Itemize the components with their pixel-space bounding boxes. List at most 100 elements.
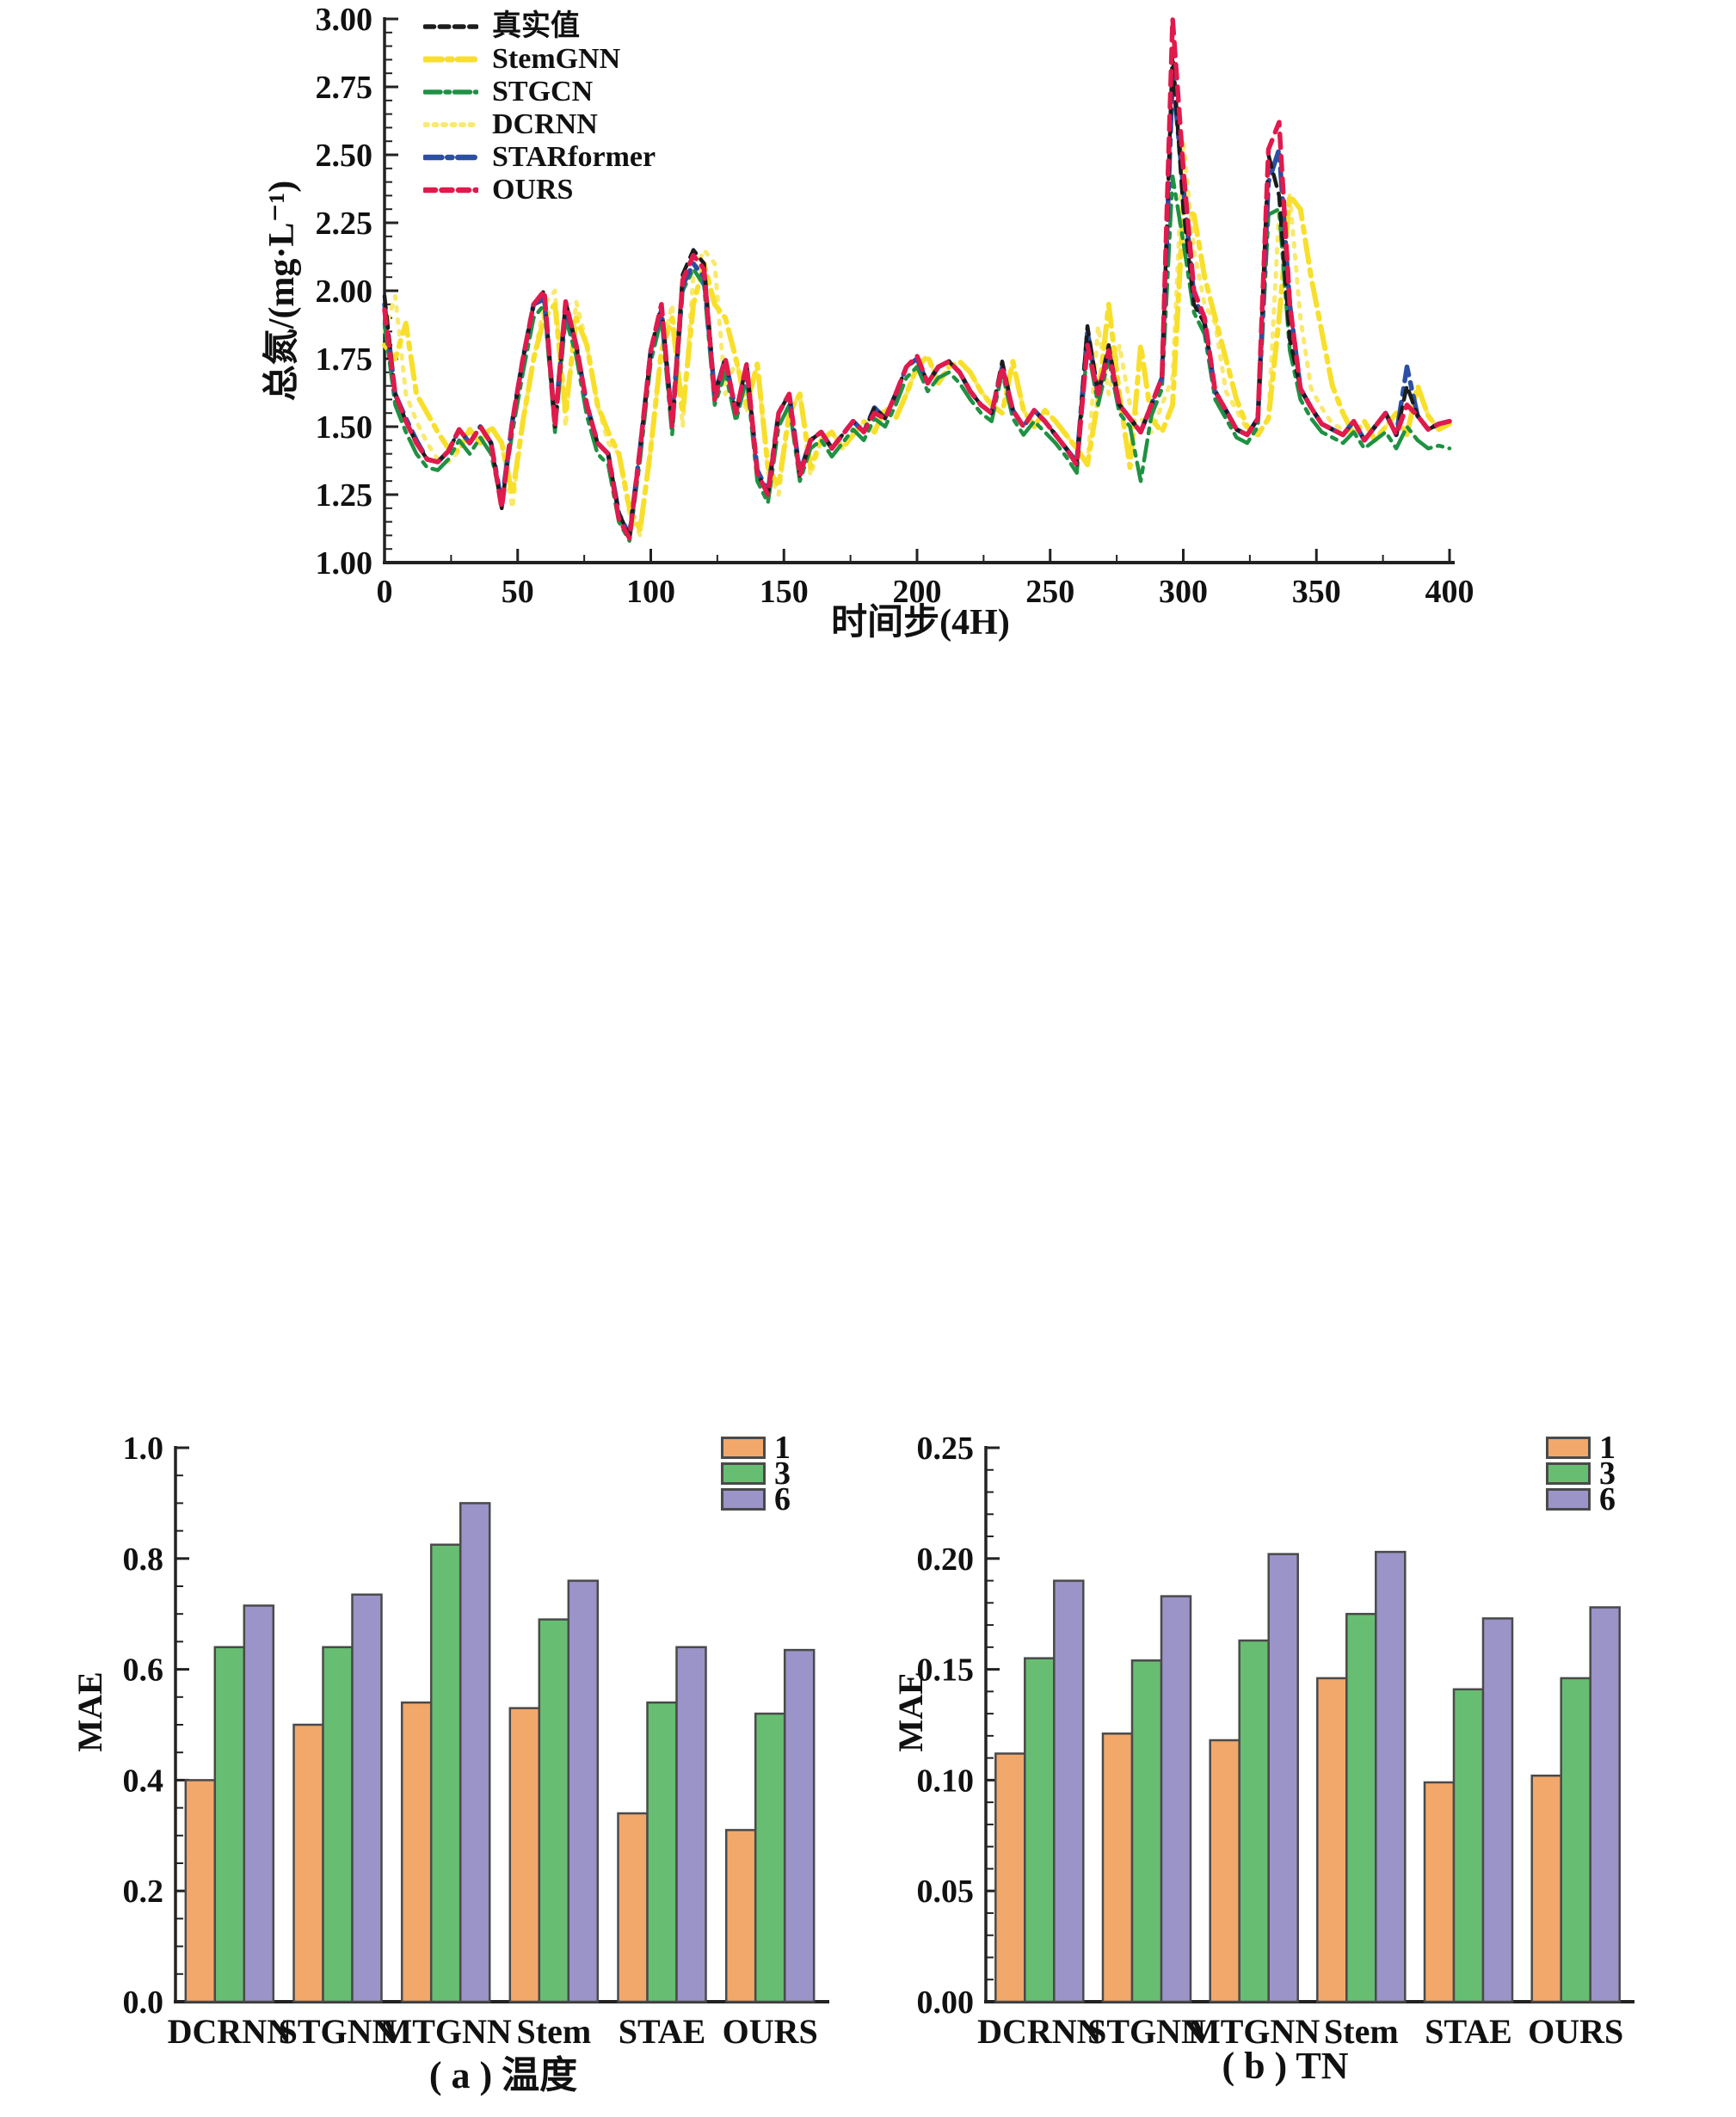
- bar-STAE-3: [1452, 1688, 1485, 2003]
- y-tick-label: 2.00: [316, 274, 373, 310]
- legend-item-stemgnn: StemGNN: [423, 43, 656, 76]
- y-tick-label: 0.15: [917, 1652, 975, 1689]
- y-tick-label: 3.00: [316, 2, 373, 38]
- category-label: STAE: [619, 2012, 706, 2051]
- bar-STGNN-1: [1101, 1732, 1134, 2003]
- legend-item-starformer: STARformer: [423, 141, 656, 174]
- legend-item-stgcn: STGCN: [423, 76, 656, 108]
- y-tick-label: 2.25: [316, 206, 373, 242]
- category-label: MTGNN: [1188, 2012, 1320, 2051]
- y-tick-label: 0.0: [123, 1985, 164, 2021]
- legend-label: STARformer: [492, 141, 656, 173]
- bar-Stem-6: [1375, 1550, 1407, 2003]
- bar-chart-b-y-axis-label: MAE: [891, 1671, 930, 1752]
- legend-label: 3: [1599, 1455, 1616, 1492]
- legend-label: DCRNN: [492, 108, 598, 140]
- bar-chart-b-legend: 1 3 6: [1546, 1431, 1616, 1517]
- legend-line-sample-icon: [423, 24, 478, 29]
- legend-item-horizon-3: 3: [721, 1455, 791, 1492]
- legend-swatch-icon: [721, 1488, 766, 1511]
- bar-STAE-1: [1423, 1781, 1456, 2003]
- line-chart-x-axis-label: 时间步(4H): [831, 603, 1010, 643]
- bar-Stem-1: [1316, 1677, 1348, 2003]
- y-tick-label: 0.00: [917, 1985, 975, 2021]
- x-tick-label: 100: [626, 574, 675, 610]
- legend-item-ground-truth: 真实值: [423, 10, 656, 43]
- category-label: STGNN: [1087, 2012, 1206, 2051]
- y-tick-label: 1.25: [316, 477, 373, 514]
- bar-Stem-3: [1345, 1612, 1377, 2003]
- bar-chart-b-caption: ( b ) TN: [1222, 2045, 1349, 2087]
- bar-DCRNN-1: [184, 1779, 217, 2003]
- legend-label: 6: [1599, 1481, 1616, 1517]
- bar-STGNN-6: [1160, 1595, 1192, 2003]
- bar-STAE-3: [646, 1701, 678, 2003]
- legend-label: 真实值: [492, 10, 580, 42]
- bar-MTGNN-3: [1238, 1639, 1270, 2003]
- bar-STAE-1: [617, 1812, 649, 2003]
- bar-DCRNN-1: [994, 1752, 1026, 2003]
- category-label: STAE: [1425, 2012, 1512, 2051]
- bar-MTGNN-6: [459, 1502, 491, 2003]
- bar-chart-a-legend: 1 3 6: [721, 1431, 791, 1517]
- legend-label: STGCN: [492, 76, 594, 108]
- legend-line-sample-icon: [423, 56, 478, 63]
- legend-line-sample-icon: [423, 154, 478, 161]
- x-tick-label: 0: [377, 574, 393, 610]
- bar-MTGNN-6: [1267, 1553, 1299, 2003]
- bar-STGNN-3: [322, 1646, 354, 2003]
- bar-OURS-6: [783, 1648, 816, 2003]
- y-tick-label: 1.0: [123, 1431, 164, 1467]
- bar-STGNN-3: [1130, 1659, 1163, 2003]
- legend-item-horizon-6: 6: [721, 1481, 791, 1517]
- y-tick-label: 1.75: [316, 342, 373, 378]
- category-label: OURS: [723, 2012, 818, 2051]
- x-tick-label: 200: [893, 574, 942, 610]
- y-tick-label: 0.25: [917, 1431, 975, 1467]
- legend-item-horizon-3: 3: [1546, 1455, 1616, 1492]
- bar-MTGNN-1: [1209, 1739, 1240, 2003]
- bar-OURS-1: [724, 1829, 757, 2003]
- bar-DCRNN-3: [1024, 1657, 1056, 2003]
- legend-line-sample-icon: [423, 89, 478, 95]
- legend-item-horizon-1: 1: [1546, 1431, 1616, 1464]
- category-label: OURS: [1528, 2012, 1623, 2051]
- bar-Stem-1: [508, 1707, 541, 2003]
- x-tick-label: 150: [760, 574, 809, 610]
- bar-Stem-6: [567, 1579, 600, 2003]
- y-tick-label: 0.10: [917, 1763, 975, 1799]
- bar-OURS-6: [1589, 1606, 1621, 2003]
- legend-item-horizon-1: 1: [721, 1431, 791, 1464]
- legend-label: 6: [774, 1481, 791, 1517]
- x-tick-label: 400: [1425, 574, 1474, 610]
- legend-swatch-icon: [1546, 1437, 1591, 1459]
- legend-label: OURS: [492, 174, 574, 206]
- y-tick-label: 0.20: [917, 1542, 975, 1578]
- legend-item-ours: OURS: [423, 174, 656, 206]
- bar-chart-a-y-axis-label: MAE: [71, 1671, 109, 1752]
- line-chart-plot: 1.00 1.25 1.50 1.75 2.00 2.25 2.50 2.75 3.00 0 50 1…: [316, 2, 1474, 610]
- category-label: Stem: [517, 2012, 592, 2051]
- y-tick-label: 0.6: [123, 1652, 164, 1689]
- category-label: Stem: [1324, 2012, 1399, 2051]
- y-tick-label: 2.75: [316, 70, 373, 106]
- y-tick-label: 0.4: [123, 1763, 164, 1799]
- series-line-4: [382, 138, 1452, 538]
- legend-swatch-icon: [721, 1437, 766, 1459]
- bar-DCRNN-6: [1053, 1579, 1085, 2003]
- legend-label: StemGNN: [492, 43, 621, 75]
- bar-chart-a-caption: ( a ) 温度: [428, 2054, 578, 2096]
- legend-swatch-icon: [721, 1462, 766, 1485]
- y-tick-label: 1.00: [316, 545, 373, 582]
- y-tick-label: 1.50: [316, 409, 373, 446]
- bar-OURS-3: [754, 1712, 786, 2003]
- bar-MTGNN-3: [429, 1543, 462, 2003]
- y-tick-label: 2.50: [316, 138, 373, 174]
- category-label: DCRNN: [977, 2012, 1102, 2051]
- legend-label: 3: [774, 1455, 791, 1492]
- bar-OURS-3: [1560, 1677, 1591, 2003]
- legend-item-horizon-6: 6: [1546, 1481, 1616, 1517]
